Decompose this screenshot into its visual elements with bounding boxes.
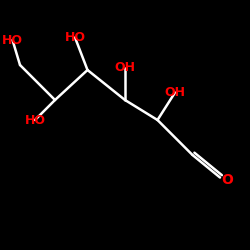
Text: HO: HO bbox=[64, 31, 86, 44]
Text: OH: OH bbox=[164, 86, 186, 99]
Text: O: O bbox=[222, 173, 234, 187]
Text: HO: HO bbox=[24, 114, 46, 126]
Text: HO: HO bbox=[2, 34, 23, 46]
Text: OH: OH bbox=[114, 61, 136, 74]
